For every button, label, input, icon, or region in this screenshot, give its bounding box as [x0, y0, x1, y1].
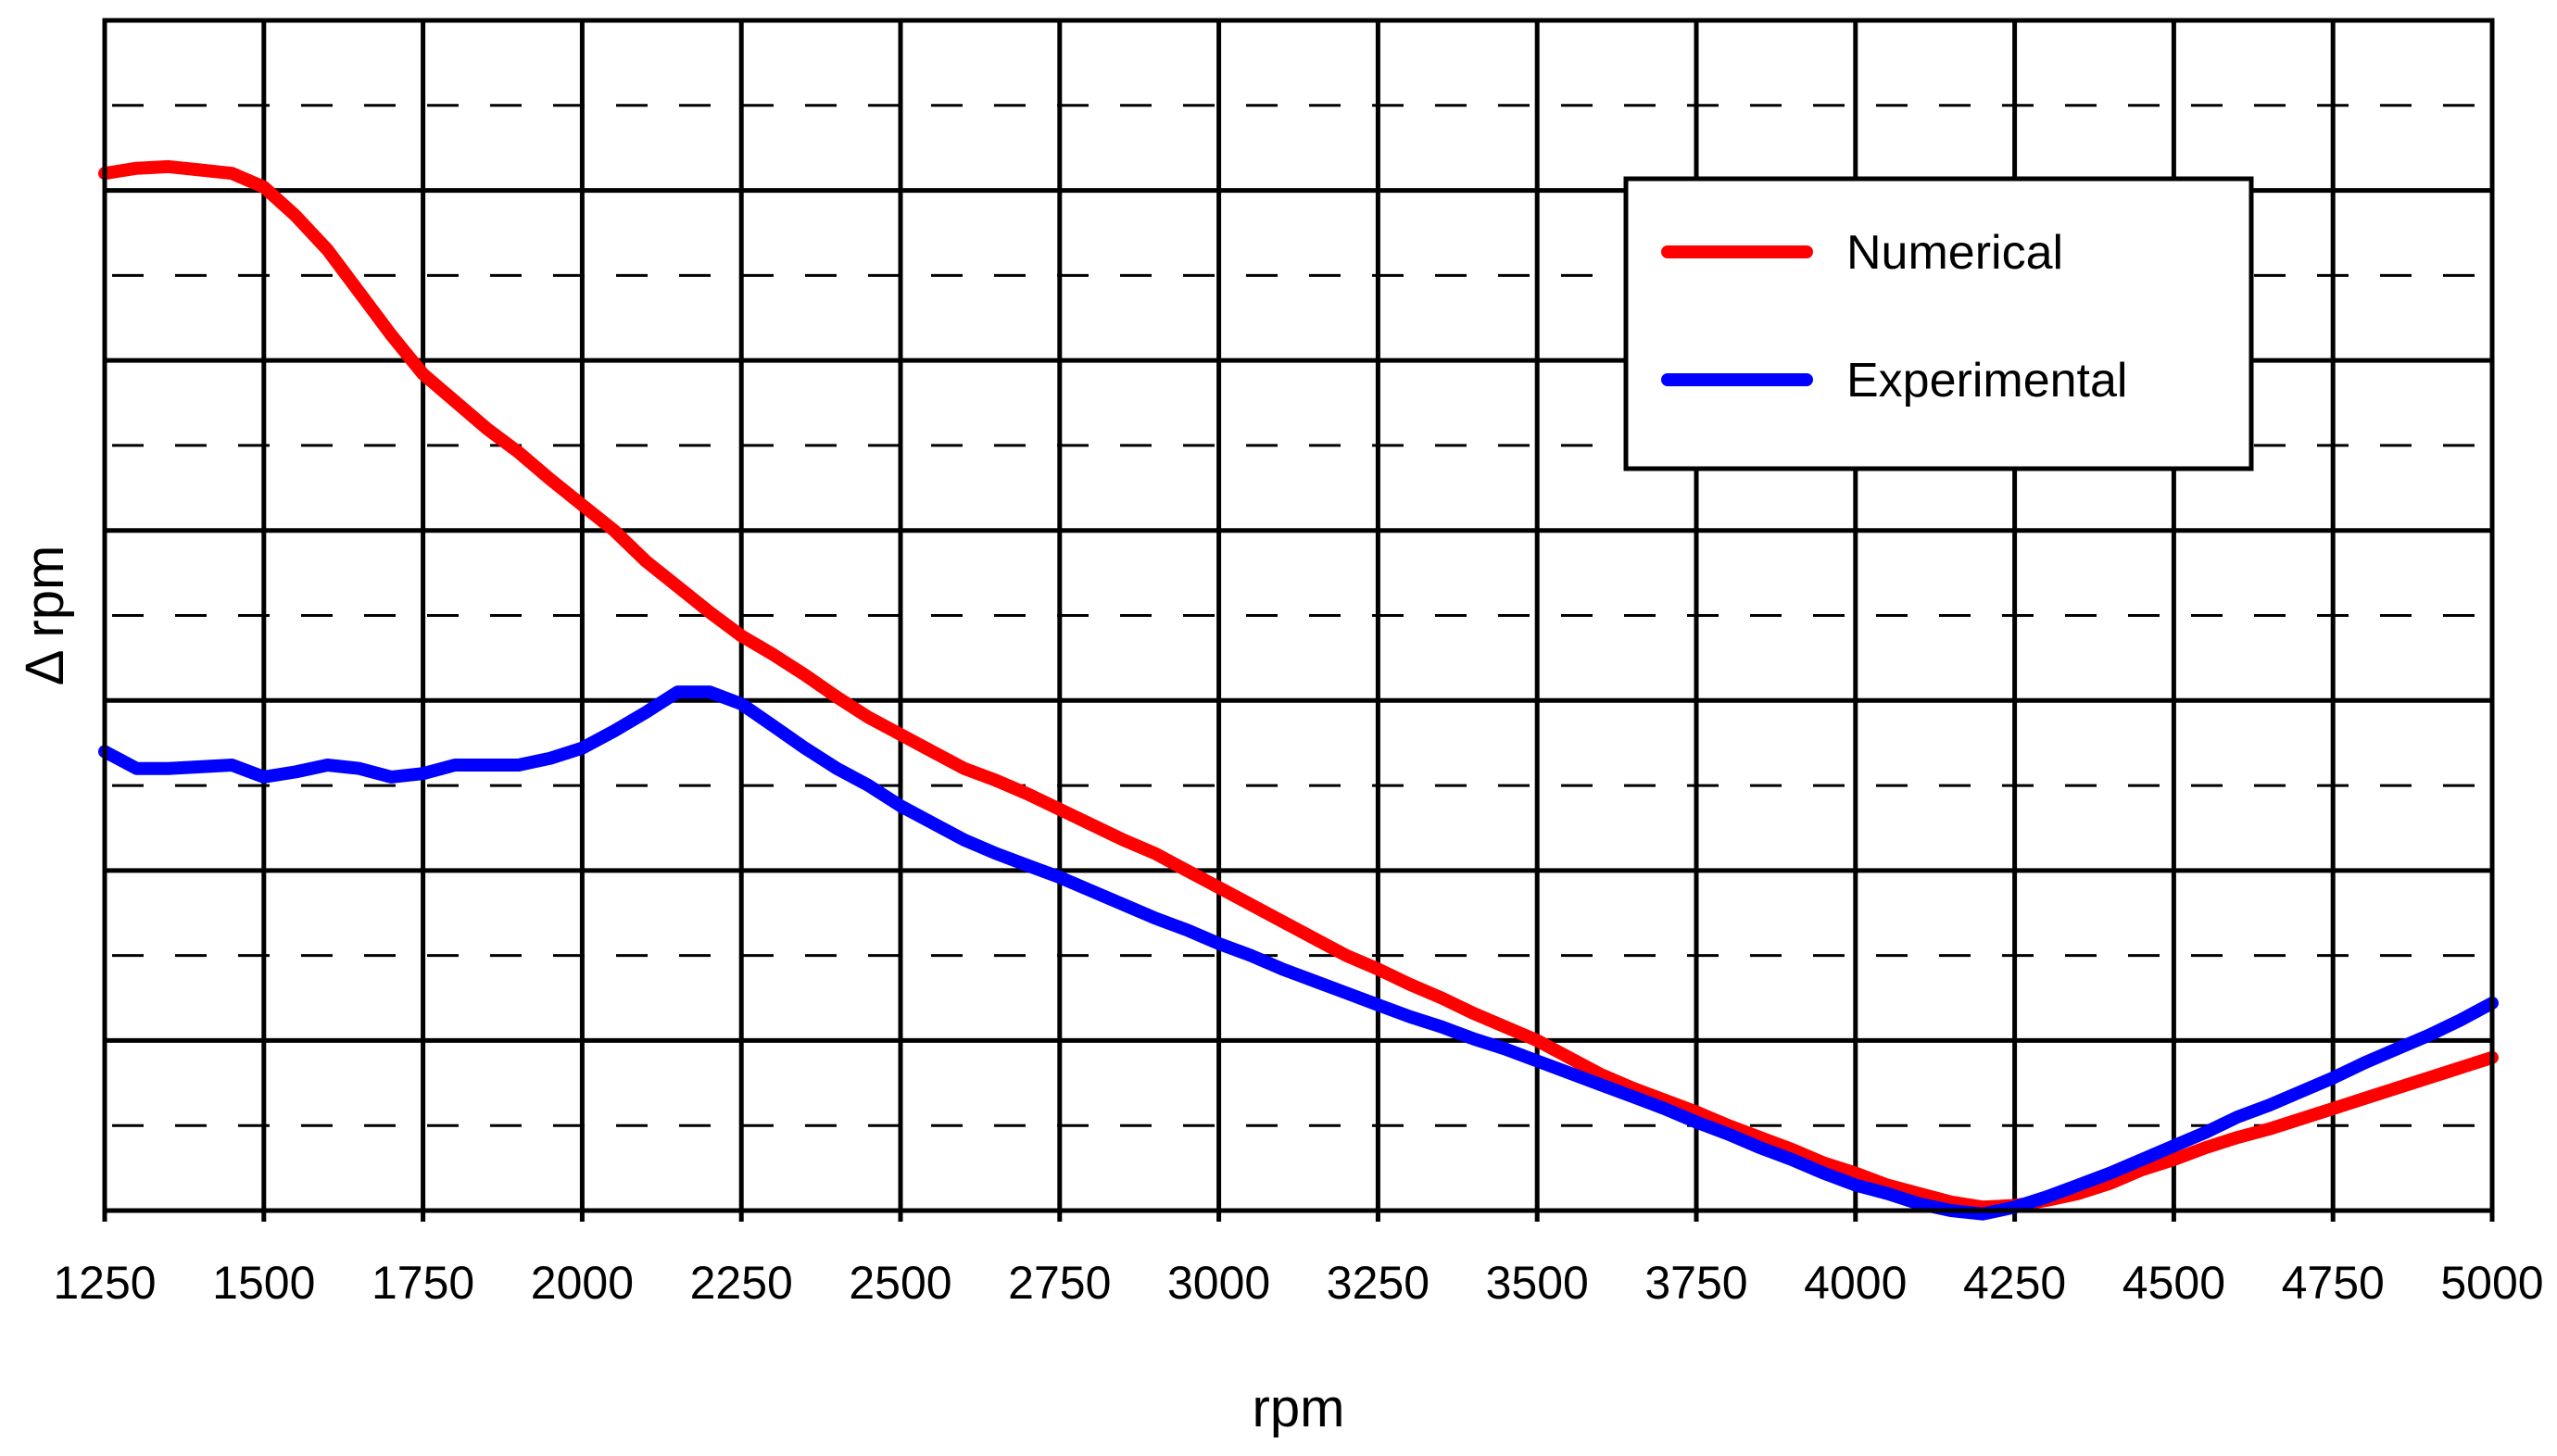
legend-label-experimental: Experimental [1846, 354, 2127, 408]
x-axis-title: rpm [1253, 1378, 1345, 1438]
legend-box [1623, 176, 2254, 471]
x-tick-label: 3500 [1486, 1257, 1589, 1309]
x-tick-label: 4000 [1804, 1257, 1907, 1309]
legend: Numerical Experimental [1623, 176, 2254, 471]
x-tick-label: 2500 [849, 1257, 951, 1309]
x-tick-label: 3250 [1327, 1257, 1430, 1309]
x-tick-label: 2750 [1008, 1257, 1111, 1309]
series-line-numerical [98, 159, 2499, 1214]
x-tick-label: 1500 [212, 1257, 315, 1309]
legend-label-numerical: Numerical [1846, 226, 2063, 280]
x-tick-label: 3750 [1644, 1257, 1747, 1309]
x-tick-label: 2250 [690, 1257, 793, 1309]
x-tick-label: 4500 [2122, 1257, 2225, 1309]
x-tick-label: 1250 [53, 1257, 156, 1309]
y-axis-title: Δ rpm [15, 546, 75, 686]
x-tick-labels: 1250 1500 1750 2000 2250 2500 2750 3000 3250 3500… [53, 1257, 2543, 1309]
x-tick-label: 5000 [2440, 1257, 2543, 1309]
x-tick-label: 3000 [1167, 1257, 1270, 1309]
major-gridlines [102, 20, 2495, 1222]
series-line-experimental [98, 685, 2499, 1221]
series-layer [98, 159, 2499, 1221]
x-tick-label: 4250 [1963, 1257, 2066, 1309]
x-tick-label: 2000 [531, 1257, 634, 1309]
plot-frame [102, 18, 2495, 1213]
x-tick-label: 4750 [2282, 1257, 2385, 1309]
x-tick-label: 1750 [372, 1257, 474, 1309]
